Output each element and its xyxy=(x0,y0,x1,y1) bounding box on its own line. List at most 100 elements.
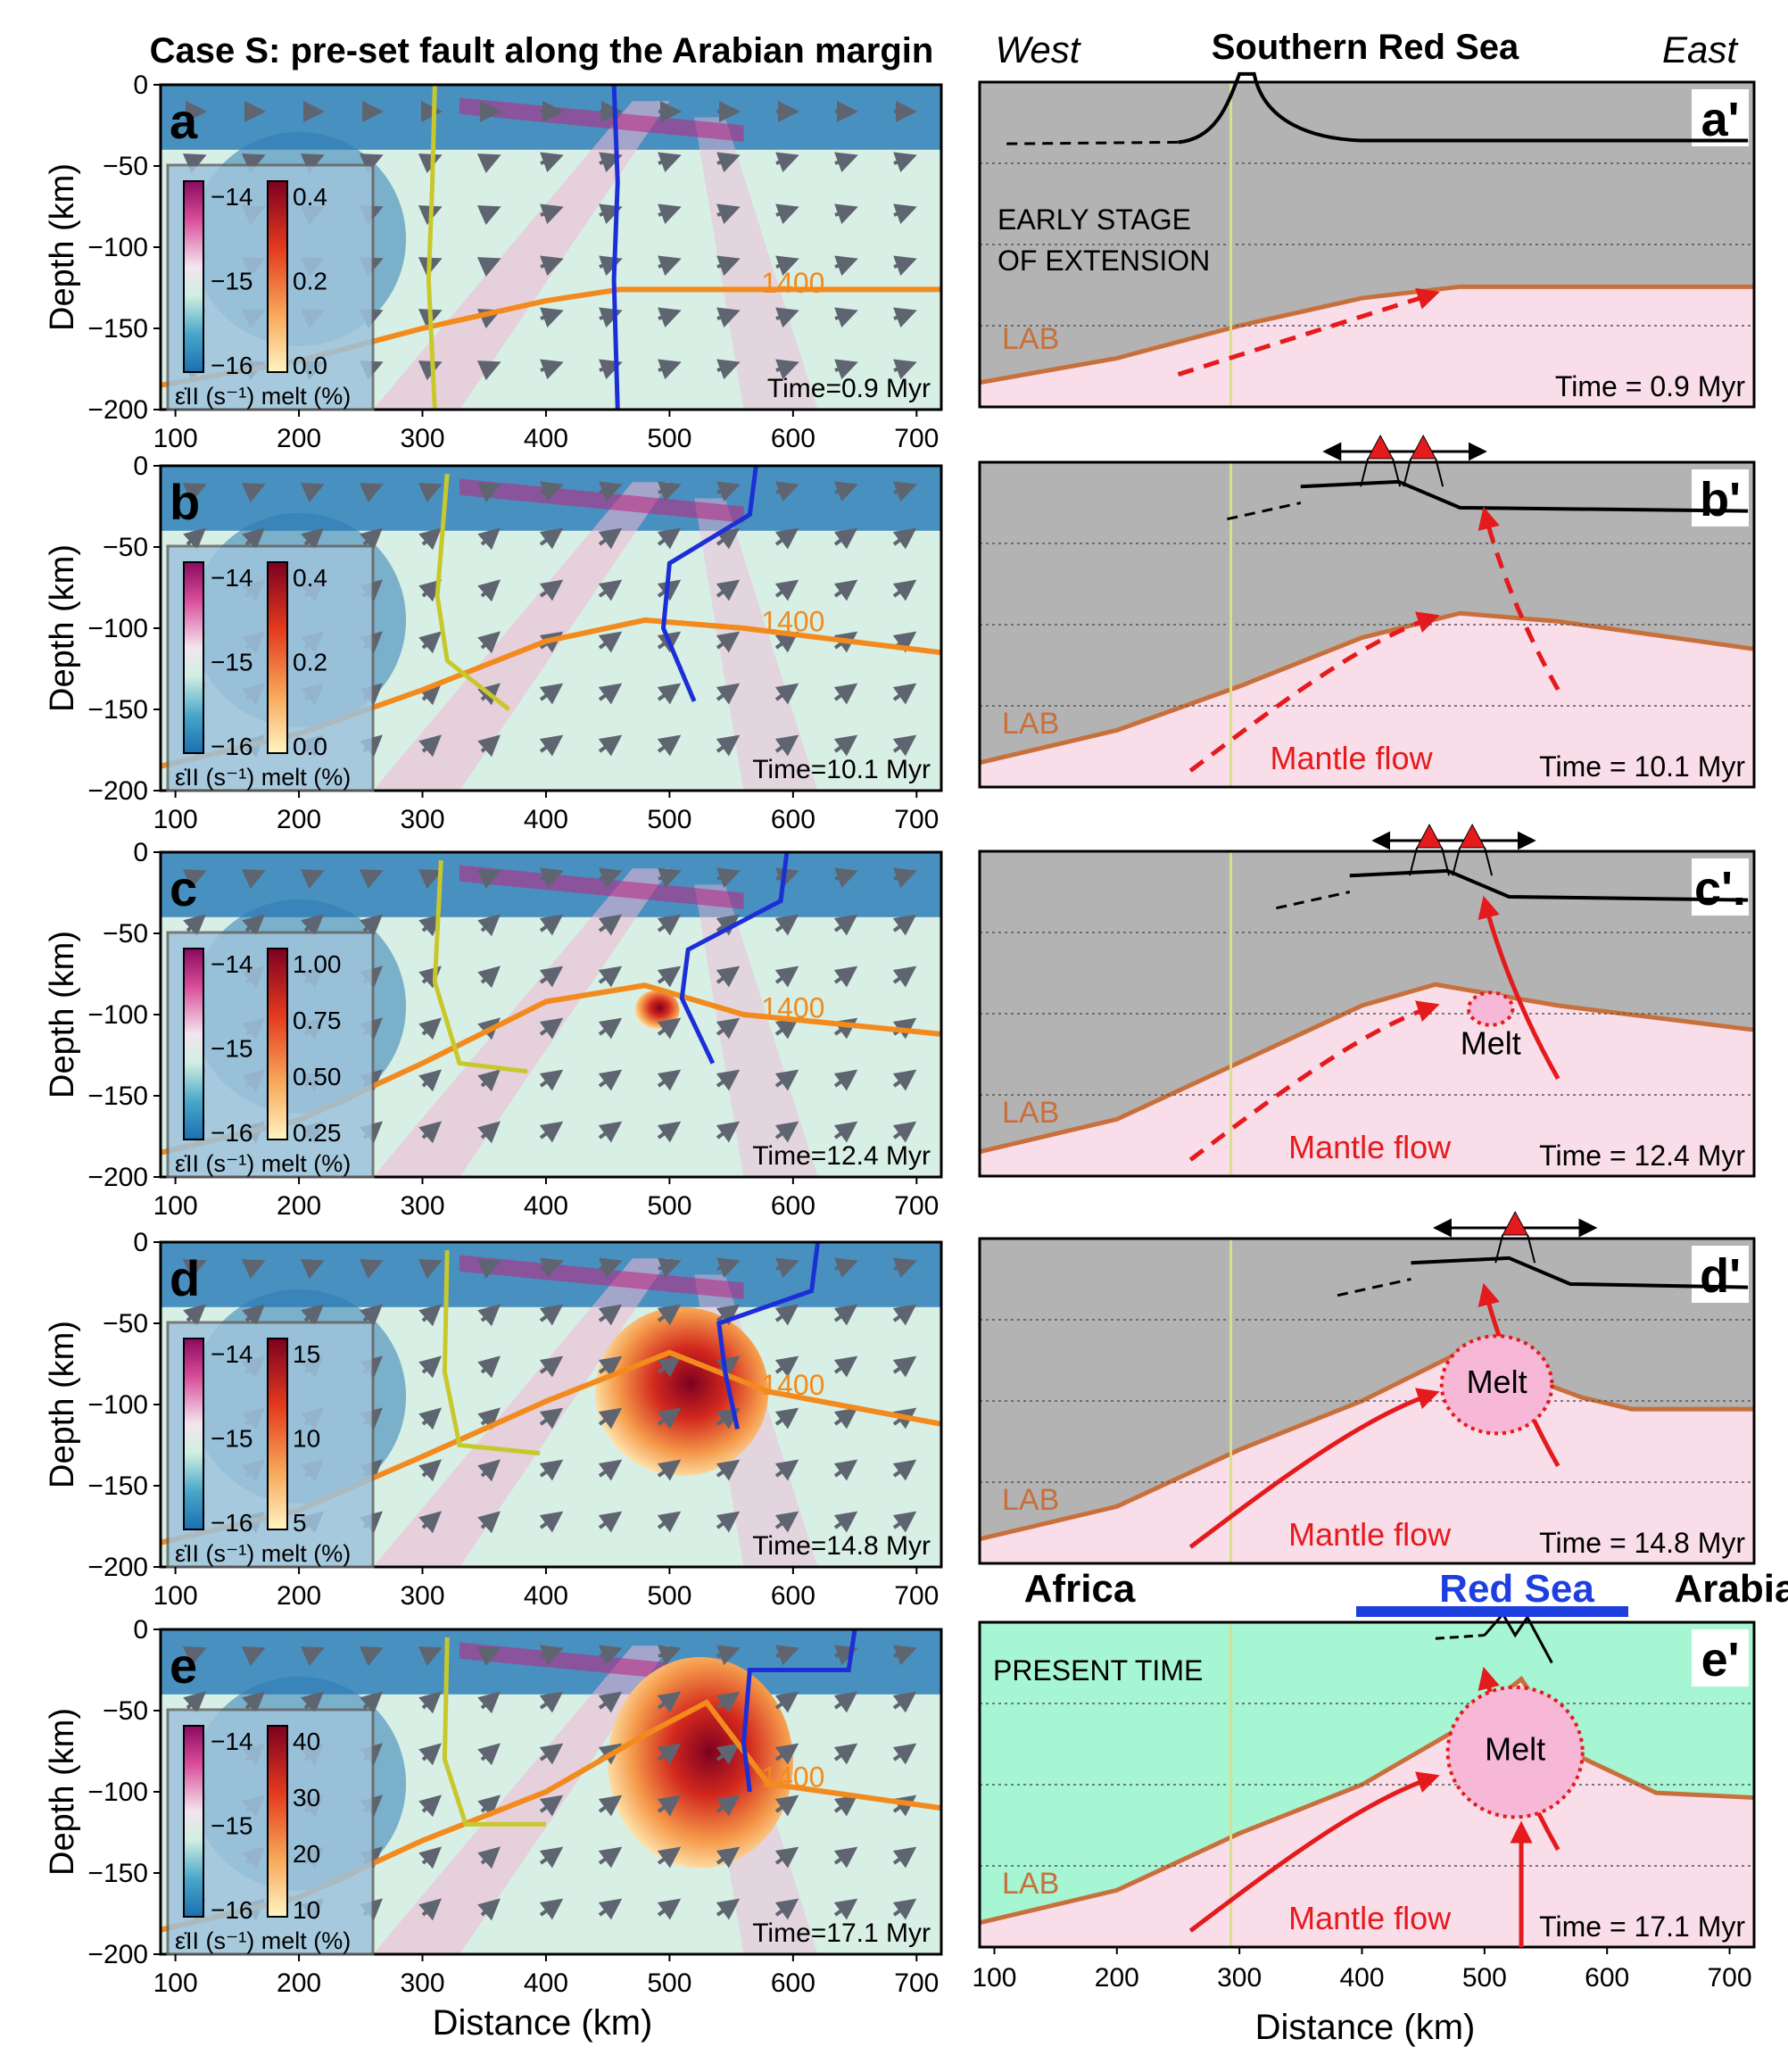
velocity-arrow xyxy=(300,1646,325,1667)
velocity-arrow xyxy=(598,527,623,550)
x-tick-label: 600 xyxy=(771,1581,815,1611)
velocity-arrow xyxy=(833,1304,858,1326)
schematic-panel-d2: d' LAB Time = 14.8 Myr Mantle flow Melt xyxy=(978,1210,1756,1565)
velocity-arrow xyxy=(893,203,917,225)
x-tick-label: 200 xyxy=(277,1191,321,1221)
strain-tick-label: −16 xyxy=(211,1509,253,1537)
time-label: Time = 10.1 Myr xyxy=(1539,750,1745,783)
x-tick-label: 200 xyxy=(277,805,321,834)
panel-letter: a xyxy=(170,93,198,149)
strain-tick-label: −16 xyxy=(211,1896,253,1924)
arabia-label: Arabia xyxy=(1675,1567,1788,1611)
velocity-arrow xyxy=(418,1069,442,1092)
marker-line-yellow xyxy=(426,84,437,410)
velocity-arrow xyxy=(242,1691,265,1714)
velocity-arrow xyxy=(477,914,501,937)
velocity-arrow xyxy=(716,631,741,653)
velocity-arrow xyxy=(775,1257,799,1279)
velocity-arrow xyxy=(716,1743,741,1765)
velocity-arrow xyxy=(892,579,917,601)
velocity-arrow xyxy=(477,1846,501,1869)
strain-colorbar xyxy=(183,180,204,373)
velocity-arrow xyxy=(598,914,623,936)
strain-tick-label: −15 xyxy=(211,1035,253,1063)
shear-zone xyxy=(373,482,670,791)
volcano-icon xyxy=(1459,823,1486,849)
velocity-arrow xyxy=(833,1846,858,1869)
velocity-arrow xyxy=(716,1645,741,1666)
velocity-arrow xyxy=(658,152,682,173)
velocity-arrow xyxy=(657,1017,682,1040)
melt-tick-label: 0.0 xyxy=(293,733,327,760)
velocity-arrow xyxy=(599,1645,623,1666)
velocity-arrow xyxy=(774,1794,799,1817)
fault-line xyxy=(1403,458,1444,487)
velocity-arrow xyxy=(477,1691,501,1714)
velocity-arrow xyxy=(301,1304,324,1327)
velocity-arrow xyxy=(774,1846,799,1869)
velocity-arrow xyxy=(476,869,501,890)
melt-tick-label: 0.0 xyxy=(293,352,327,379)
strain-tick-label: −14 xyxy=(211,1728,253,1755)
melt-label: Melt xyxy=(1467,1363,1527,1400)
time-label: Time=12.4 Myr xyxy=(752,1141,931,1171)
isotherm-label: 1400 xyxy=(761,606,824,638)
velocity-arrow xyxy=(716,1017,741,1040)
letter-box xyxy=(1692,1246,1749,1303)
melt-colorbar xyxy=(267,561,288,754)
velocity-arrow xyxy=(598,1355,623,1378)
x-tick-label: 300 xyxy=(1217,1963,1262,1993)
velocity-arrow xyxy=(539,1511,564,1533)
lab-label: LAB xyxy=(1002,1483,1059,1517)
marker-line-blue xyxy=(716,1241,821,1430)
strain-colorbar xyxy=(183,1725,204,1918)
velocity-arrow xyxy=(540,481,564,502)
velocity-arrow xyxy=(892,683,917,705)
velocity-arrow xyxy=(657,683,682,705)
x-tick-label: 400 xyxy=(524,1968,568,1998)
x-tick-label: 100 xyxy=(153,1581,198,1611)
y-tick-label: 0 xyxy=(133,1228,148,1257)
velocity-arrow xyxy=(657,966,682,988)
strain-tick-label: −15 xyxy=(211,1812,253,1840)
mantle-flow-label: Mantle flow xyxy=(1288,1516,1452,1553)
lab-label: LAB xyxy=(1002,322,1059,356)
velocity-arrow xyxy=(774,914,799,936)
velocity-arrow xyxy=(833,1459,858,1481)
stage-label: OF EXTENSION xyxy=(997,244,1210,277)
velocity-arrow xyxy=(716,307,741,328)
velocity-arrow xyxy=(476,483,501,503)
model-panels: 1400 a −14 −15 −16 0.4 0.2 0.0 ε̇II (s⁻¹) melt (… xyxy=(44,70,943,1998)
letter-box xyxy=(1692,469,1749,526)
velocity-arrow xyxy=(539,914,564,936)
schematic-panel-c2: c'. LAB Time = 12.4 Myr Mantle flow Melt xyxy=(978,823,1756,1178)
velocity-arrow xyxy=(300,869,325,890)
melt-colorbar xyxy=(267,1338,288,1530)
velocity-arrow xyxy=(598,1121,623,1143)
volcano-icon xyxy=(1367,434,1394,460)
velocity-arrow xyxy=(359,153,384,174)
velocity-arrow xyxy=(892,1355,917,1378)
schematic-panel-e2: e' LAB Time = 17.1 Myr PRESENT TIME Mantle f… xyxy=(972,1612,1756,1993)
x-tick-label: 300 xyxy=(400,1581,444,1611)
fault-line xyxy=(1360,458,1402,487)
velocity-arrow xyxy=(892,914,917,936)
velocity-arrow xyxy=(418,1304,442,1327)
colorbar-legend: −14 −15 −16 0.4 0.2 0.0 ε̇II (s⁻¹) melt (%) xyxy=(166,163,375,411)
velocity-arrow xyxy=(834,203,858,225)
velocity-arrow xyxy=(775,307,799,328)
colorbar-axis-label: ε̇II (s⁻¹) melt (%) xyxy=(175,1927,351,1954)
letter-box xyxy=(1692,858,1749,916)
velocity-arrow xyxy=(658,359,682,380)
velocity-arrow xyxy=(242,527,265,551)
velocity-arrow xyxy=(182,1646,207,1667)
x-tick-label: 200 xyxy=(277,424,321,453)
velocity-arrow xyxy=(300,1259,325,1280)
melt-tick-label: 20 xyxy=(293,1840,320,1868)
fault-line xyxy=(1452,847,1494,876)
y-tick-label: 0 xyxy=(133,452,148,481)
marker-line-yellow xyxy=(442,1637,546,1827)
panel-letter: c xyxy=(170,860,197,916)
marker-line-blue xyxy=(660,465,758,702)
velocity-arrow xyxy=(418,1355,442,1379)
